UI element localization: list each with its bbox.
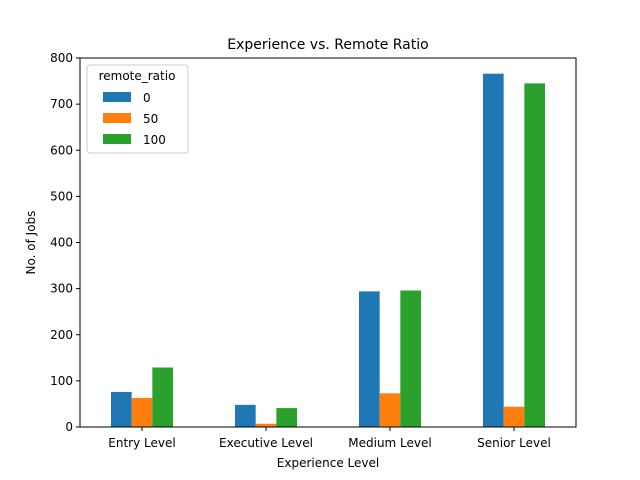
bar-executive-level-series-100 xyxy=(276,408,297,427)
bar-senior-level-series-50 xyxy=(503,406,525,427)
legend: remote_ratio 0 50 100 xyxy=(86,64,189,154)
bar-medium-level-series-50 xyxy=(379,393,401,427)
bar-senior-level-series-0 xyxy=(483,73,504,428)
legend-label-100: 100 xyxy=(143,133,166,147)
x-axis: Entry Level Executive Level Medium Level Se… xyxy=(108,427,551,450)
x-tick-label: Executive Level xyxy=(219,436,313,450)
bar-entry-level-series-100 xyxy=(152,367,173,427)
bar-entry-level-series-0 xyxy=(111,391,132,427)
y-tick-label: 800 xyxy=(50,51,73,65)
bar-entry-level-series-50 xyxy=(131,397,153,427)
bar-medium-level-series-0 xyxy=(359,291,380,427)
bars-layer xyxy=(111,73,545,428)
legend-items: 0 50 100 xyxy=(103,91,166,147)
y-tick-label: 200 xyxy=(50,328,73,342)
legend-frame xyxy=(86,64,189,154)
bar-executive-level-series-0 xyxy=(235,404,256,427)
x-tick-label: Medium Level xyxy=(348,436,431,450)
bar-senior-level-series-100 xyxy=(524,83,545,428)
y-tick-label: 500 xyxy=(50,189,73,203)
chart-title: Experience vs. Remote Ratio xyxy=(227,37,428,53)
legend-swatch-0 xyxy=(103,92,131,102)
y-tick-label: 600 xyxy=(50,143,73,157)
y-tick-label: 700 xyxy=(50,97,73,111)
bar-medium-level-series-100 xyxy=(400,290,421,427)
x-tick-label: Senior Level xyxy=(477,436,551,450)
y-tick-label: 100 xyxy=(50,374,73,388)
y-tick-label: 400 xyxy=(50,236,73,250)
y-axis: 0 100 200 300 400 500 600 700 800 xyxy=(50,51,80,434)
x-axis-label: Experience Level xyxy=(277,456,379,470)
x-tick-label: Entry Level xyxy=(108,436,175,450)
legend-swatch-50 xyxy=(103,113,131,123)
y-tick-label: 300 xyxy=(50,282,73,296)
y-axis-label: No. of Jobs xyxy=(24,211,38,275)
legend-label-50: 50 xyxy=(143,112,158,126)
y-tick-label: 0 xyxy=(65,420,73,434)
bar-executive-level-series-50 xyxy=(255,423,277,427)
legend-swatch-100 xyxy=(103,134,131,144)
legend-label-0: 0 xyxy=(143,91,151,105)
legend-title: remote_ratio xyxy=(99,69,176,83)
